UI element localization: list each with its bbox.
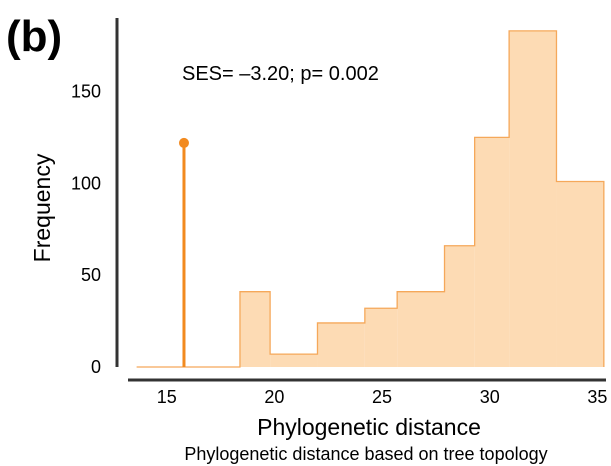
y-tick-labels: 0 50 100 150 [71,81,101,377]
histogram-outline [136,30,605,368]
histogram-bars [239,30,604,367]
histogram-bar [239,291,271,367]
chart-subtitle: Phylogenetic distance based on tree topo… [184,444,547,464]
histogram-bar [474,137,510,367]
histogram-bar [397,291,445,367]
x-tick-label: 35 [587,387,607,407]
y-tick-label: 50 [81,265,101,285]
x-tick-labels: 15 20 25 30 35 [157,387,608,407]
y-axis-title: Frequency [29,153,55,262]
x-tick-label: 25 [372,387,392,407]
histogram-bar [364,308,398,367]
ses-annotation: SES= –3.20; p= 0.002 [182,63,379,85]
x-axis-title: Phylogenetic distance [257,414,481,440]
panel-label: (b) [6,12,62,61]
observed-value-marker [178,137,189,148]
x-tick-label: 30 [480,387,500,407]
histogram-bar [556,181,604,367]
y-tick-label: 150 [71,81,101,101]
histogram-bar [270,354,318,367]
histogram-bar [444,245,475,367]
histogram-bar [509,30,557,367]
y-tick-label: 100 [71,173,101,193]
x-tick-label: 20 [264,387,284,407]
x-tick-label: 15 [157,387,177,407]
y-tick-label: 0 [91,357,101,377]
histogram-bar [317,322,365,367]
